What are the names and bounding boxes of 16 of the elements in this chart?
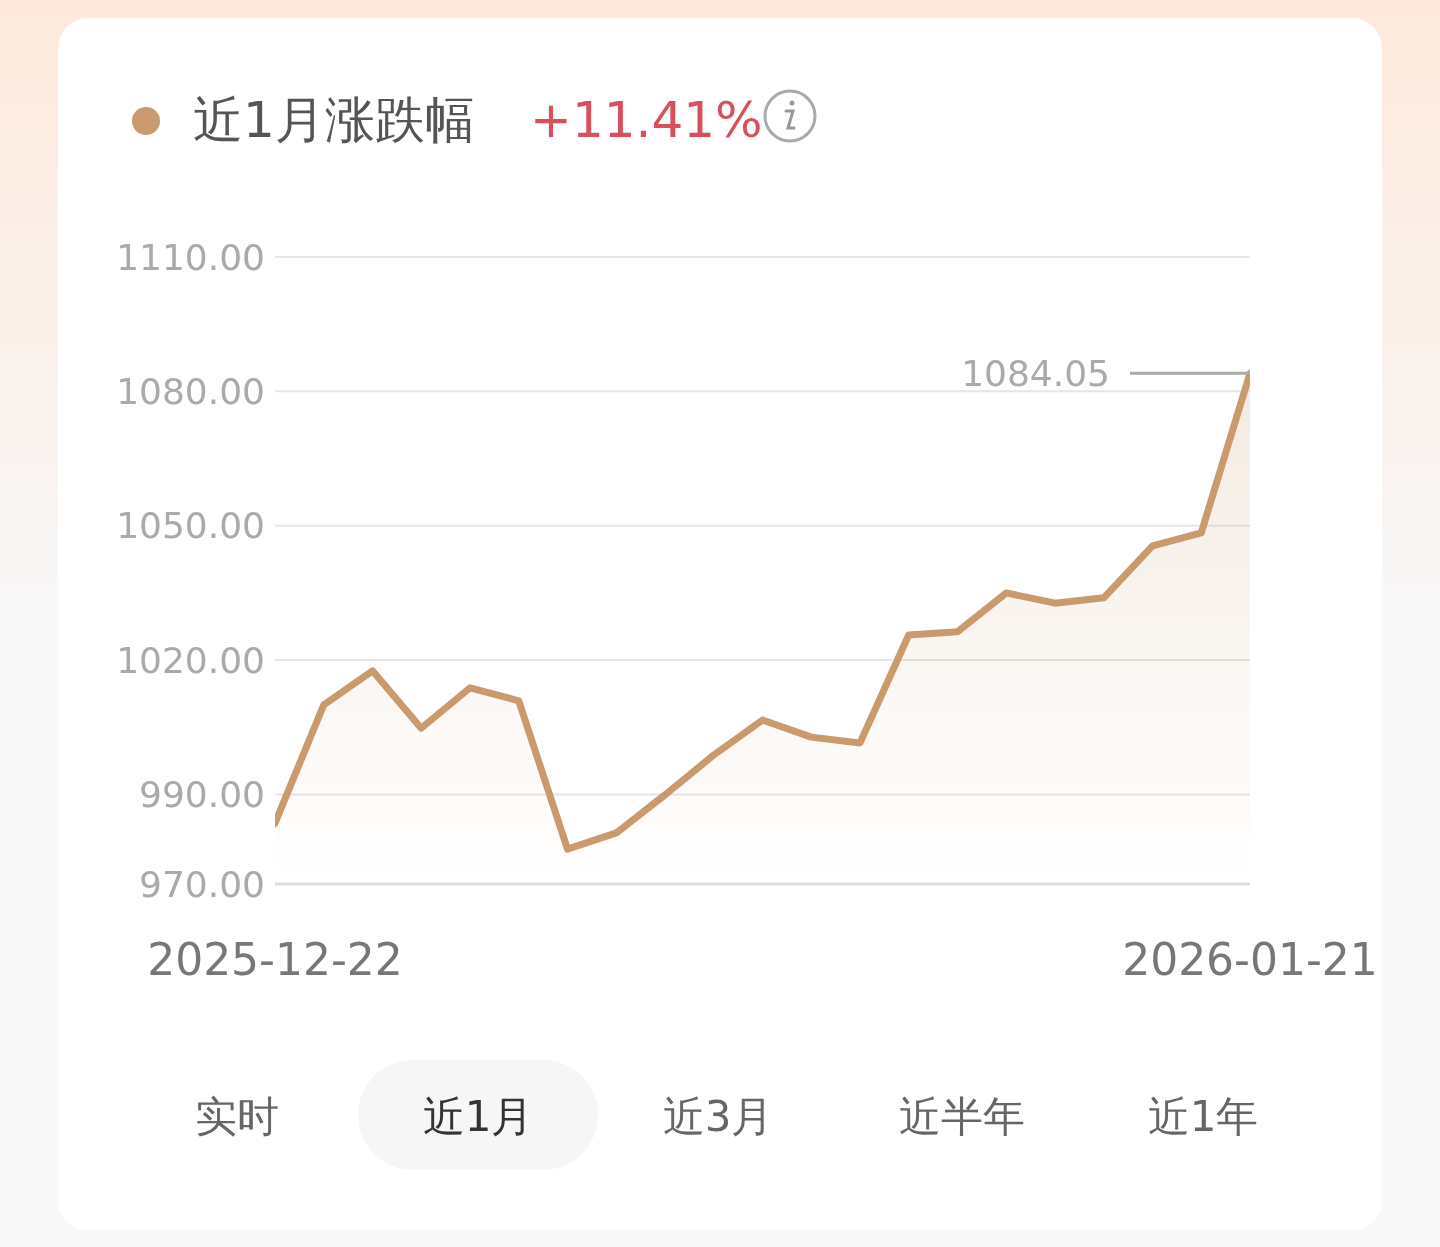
y-tick-label: 1020.00: [116, 639, 265, 681]
x-tick-label: 2026-01-21: [1122, 934, 1378, 985]
text: 近半年: [899, 1092, 1025, 1141]
y-tick-label: 990.00: [139, 774, 265, 816]
text: 近3月: [662, 1092, 774, 1141]
y-tick-label: 970.00: [139, 863, 265, 905]
y-tick-label: 1080.00: [116, 370, 265, 412]
chart-title: 近1月涨跌幅: [193, 91, 475, 149]
text: 实时: [195, 1092, 279, 1141]
x-tick-label: 2025-12-22: [147, 934, 403, 985]
y-tick-label: 1110.00: [116, 236, 265, 278]
text: 近1年: [1147, 1092, 1259, 1141]
annotation: 1084.05: [961, 352, 1110, 394]
y-tick-label: 1050.00: [116, 505, 265, 547]
text: 近1月: [422, 1092, 534, 1141]
chart-subtitle: +11.41%: [530, 91, 763, 149]
